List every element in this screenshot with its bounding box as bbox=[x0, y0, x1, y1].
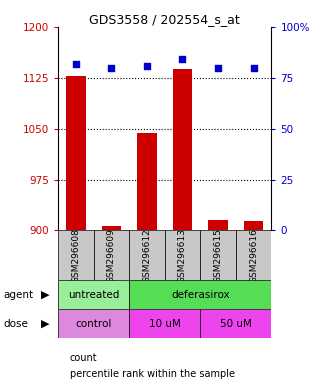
Text: ▶: ▶ bbox=[41, 318, 50, 329]
Bar bbox=[244, 221, 263, 230]
Text: 10 uM: 10 uM bbox=[149, 318, 181, 329]
Point bbox=[180, 56, 185, 63]
Bar bbox=[58, 280, 129, 309]
Text: GSM296613: GSM296613 bbox=[178, 228, 187, 283]
Point bbox=[215, 65, 221, 71]
Bar bbox=[93, 230, 129, 280]
Bar bbox=[58, 230, 93, 280]
Text: agent: agent bbox=[3, 290, 33, 300]
Bar bbox=[66, 76, 85, 230]
Text: 50 uM: 50 uM bbox=[220, 318, 252, 329]
Text: untreated: untreated bbox=[68, 290, 119, 300]
Text: GSM296608: GSM296608 bbox=[71, 228, 80, 283]
Text: ▶: ▶ bbox=[41, 290, 50, 300]
Bar bbox=[129, 230, 165, 280]
Bar bbox=[200, 230, 236, 280]
Text: GSM296616: GSM296616 bbox=[249, 228, 258, 283]
Point bbox=[251, 65, 256, 71]
Point bbox=[144, 63, 150, 69]
Text: deferasirox: deferasirox bbox=[171, 290, 230, 300]
Bar bbox=[173, 69, 192, 230]
Bar bbox=[129, 280, 271, 309]
Text: control: control bbox=[75, 318, 112, 329]
Bar bbox=[129, 309, 200, 338]
Bar bbox=[165, 230, 200, 280]
Text: dose: dose bbox=[3, 318, 28, 329]
Title: GDS3558 / 202554_s_at: GDS3558 / 202554_s_at bbox=[89, 13, 240, 26]
Bar bbox=[137, 133, 157, 230]
Bar bbox=[102, 226, 121, 230]
Bar bbox=[208, 220, 228, 230]
Text: GSM296615: GSM296615 bbox=[213, 228, 222, 283]
Text: GSM296609: GSM296609 bbox=[107, 228, 116, 283]
Text: count: count bbox=[70, 353, 97, 363]
Point bbox=[109, 65, 114, 71]
Text: GSM296612: GSM296612 bbox=[142, 228, 151, 283]
Text: percentile rank within the sample: percentile rank within the sample bbox=[70, 369, 234, 379]
Bar bbox=[200, 309, 271, 338]
Point bbox=[73, 60, 78, 66]
Bar bbox=[236, 230, 271, 280]
Bar bbox=[58, 309, 129, 338]
